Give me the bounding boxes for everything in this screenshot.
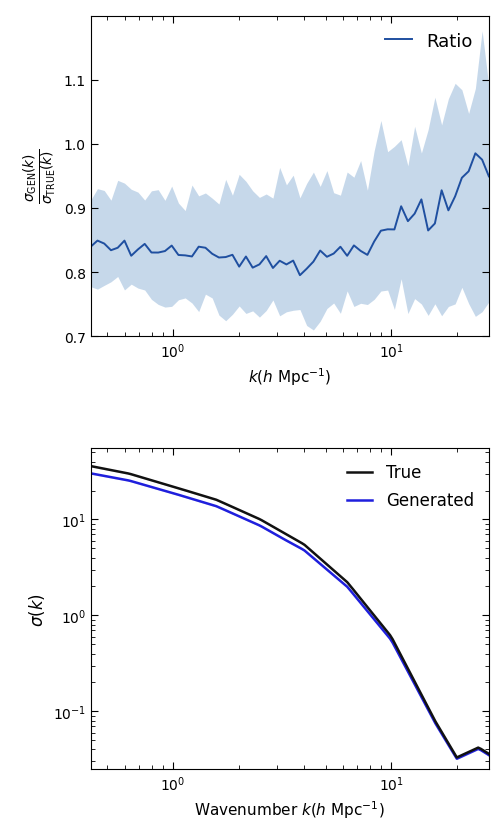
True [363,600,369,610]
Generated [245,516,251,526]
Generated [363,605,369,614]
Ratio [88,242,94,252]
Generated [88,469,94,479]
Generated [454,754,460,764]
True [486,749,492,759]
True [416,686,422,696]
Ratio [297,271,303,281]
Y-axis label: $\frac{\sigma_\mathrm{GEN}(k)}{\sigma_\mathrm{TRUE}(k)}$: $\frac{\sigma_\mathrm{GEN}(k)}{\sigma_\m… [22,149,58,204]
Legend: True, Generated: True, Generated [341,457,480,516]
True [219,498,225,508]
True [454,753,460,762]
True [245,509,251,519]
True [296,537,302,547]
Line: Ratio: Ratio [91,154,489,276]
Ratio [216,253,222,263]
Y-axis label: $\sigma(k)$: $\sigma(k)$ [27,592,47,626]
Legend: Ratio: Ratio [377,26,480,58]
Line: Generated: Generated [91,474,489,759]
X-axis label: Wavenumber $k(h\ \mathrm{Mpc}^{-1})$: Wavenumber $k(h\ \mathrm{Mpc}^{-1})$ [195,798,385,820]
Generated [416,688,422,698]
Ratio [344,251,350,261]
Ratio [472,149,478,159]
True [88,461,94,471]
Ratio [486,172,492,182]
True [312,549,318,559]
Line: True: True [91,466,489,758]
Ratio [223,253,229,263]
Generated [296,543,302,552]
X-axis label: $k(h\ \mathrm{Mpc}^{-1})$: $k(h\ \mathrm{Mpc}^{-1})$ [248,366,332,387]
Ratio [203,243,209,253]
Ratio [189,252,195,262]
Generated [486,750,492,760]
Generated [312,555,318,565]
Generated [219,504,225,514]
Ratio [155,248,161,258]
